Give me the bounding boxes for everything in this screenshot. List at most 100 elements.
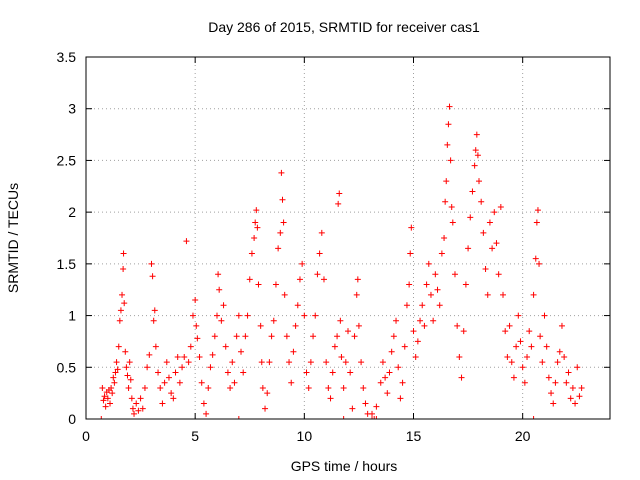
- data-point: [255, 281, 262, 288]
- data-point: [384, 390, 391, 397]
- data-point: [390, 333, 397, 340]
- data-point: [460, 328, 467, 335]
- data-point: [296, 276, 303, 283]
- data-point: [342, 359, 349, 366]
- data-point: [335, 200, 342, 207]
- data-point: [280, 219, 287, 226]
- data-point: [242, 333, 249, 340]
- data-point: [441, 235, 448, 241]
- data-point: [495, 271, 502, 278]
- data-point: [318, 229, 325, 236]
- data-point: [218, 317, 225, 324]
- y-tick-label: 0.5: [57, 359, 77, 375]
- data-point: [316, 250, 323, 257]
- data-point: [150, 317, 157, 324]
- data-point: [448, 203, 455, 210]
- data-point: [438, 250, 445, 257]
- data-point: [510, 374, 517, 381]
- data-point: [161, 379, 168, 386]
- data-point: [386, 369, 393, 376]
- data-point: [320, 276, 327, 283]
- data-point: [174, 353, 181, 360]
- data-point: [476, 178, 482, 185]
- data-point: [200, 400, 207, 407]
- data-point: [196, 353, 203, 360]
- data-point: [423, 281, 430, 288]
- data-point: [574, 364, 581, 371]
- data-point: [116, 317, 123, 324]
- data-point: [107, 400, 114, 407]
- data-point: [264, 390, 271, 397]
- data-point: [334, 333, 341, 340]
- data-point: [403, 302, 410, 309]
- data-point: [231, 379, 238, 386]
- data-point: [355, 322, 362, 329]
- data-point: [469, 188, 476, 195]
- data-point: [472, 147, 479, 154]
- data-point: [515, 312, 522, 319]
- data-point: [567, 395, 574, 402]
- data-point: [456, 353, 463, 360]
- data-point: [397, 395, 404, 402]
- data-point: [528, 343, 535, 350]
- data-point: [110, 374, 117, 381]
- data-point: [244, 312, 251, 319]
- data-point: [292, 322, 299, 329]
- data-point: [462, 281, 469, 288]
- data-point: [294, 302, 301, 309]
- data-point: [550, 400, 557, 407]
- data-point: [554, 359, 561, 366]
- chart-title: Day 286 of 2015, SRMTID for receiver cas…: [208, 19, 480, 35]
- y-tick-label: 0: [68, 411, 76, 427]
- data-point: [127, 376, 134, 383]
- data-point: [563, 379, 570, 386]
- y-tick-label: 3.5: [57, 49, 77, 65]
- data-point: [388, 348, 395, 355]
- data-point: [491, 209, 498, 216]
- data-point: [123, 364, 130, 371]
- axis-ticks: 0 0.5 1 1.5 2 2.5 3 3.5 0 5 10 15 20: [57, 49, 610, 444]
- data-point: [414, 338, 421, 345]
- data-point: [152, 343, 159, 350]
- data-point: [345, 328, 351, 335]
- data-point: [443, 178, 450, 185]
- data-point: [125, 384, 132, 391]
- data-point: [122, 348, 129, 355]
- data-point: [340, 384, 347, 391]
- data-point: [112, 369, 119, 376]
- data-point: [561, 353, 568, 360]
- data-point: [215, 271, 222, 278]
- data-point: [482, 266, 489, 273]
- data-point: [349, 405, 356, 412]
- data-point: [165, 374, 172, 381]
- data-point: [449, 219, 456, 226]
- data-point: [305, 384, 312, 391]
- data-point: [272, 281, 279, 288]
- data-point: [446, 103, 453, 110]
- data-point: [168, 390, 175, 397]
- data-point: [277, 229, 284, 236]
- data-point: [227, 384, 234, 391]
- data-point: [183, 238, 190, 245]
- data-point: [170, 395, 177, 402]
- data-point: [233, 333, 240, 340]
- data-point: [114, 366, 121, 373]
- data-point: [521, 379, 528, 386]
- data-point: [141, 384, 148, 391]
- data-point: [478, 198, 485, 205]
- data-point: [471, 162, 478, 169]
- data-point: [504, 353, 511, 360]
- y-axis-label: SRMTID / TECUs: [5, 183, 21, 293]
- data-point: [181, 353, 188, 360]
- data-point: [556, 348, 563, 355]
- data-point: [102, 403, 109, 410]
- data-point: [537, 333, 544, 340]
- data-point: [99, 384, 106, 391]
- data-point: [434, 286, 441, 293]
- data-point: [489, 245, 496, 252]
- data-point: [486, 219, 493, 226]
- x-tick-label: 0: [82, 428, 90, 444]
- data-points: [98, 103, 585, 420]
- data-point: [412, 353, 419, 360]
- data-point: [163, 359, 170, 366]
